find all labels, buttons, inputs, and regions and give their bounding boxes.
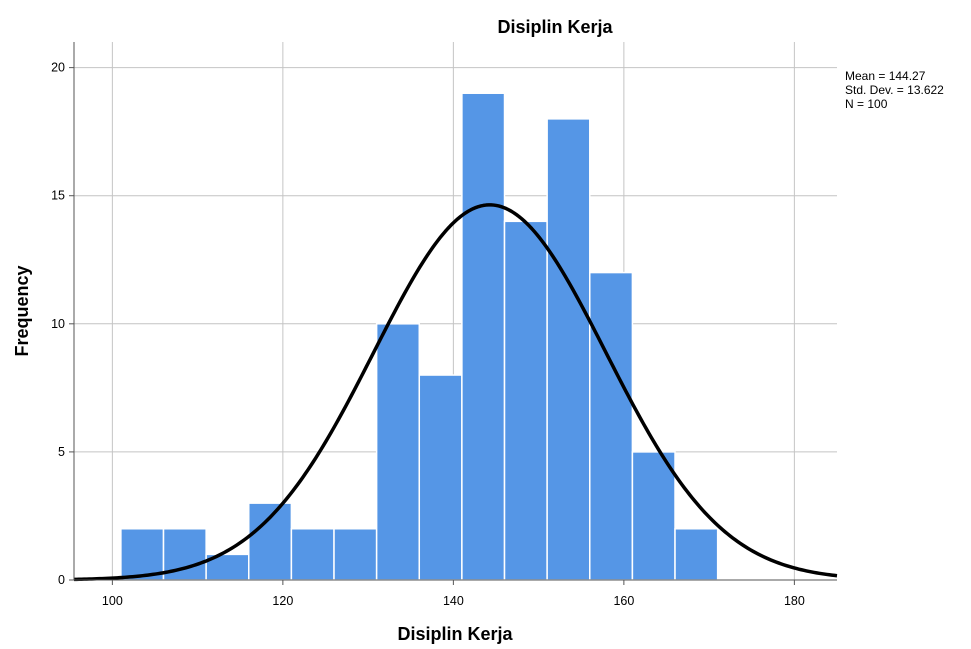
normal-curve-group <box>73 203 838 582</box>
y-tick-label: 15 <box>51 189 65 203</box>
histogram-bar <box>418 374 463 581</box>
y-axis-label: Frequency <box>12 265 32 356</box>
histogram-bar <box>290 528 335 581</box>
axes <box>69 42 837 585</box>
stat-std-dev: Std. Dev. = 13.622 <box>845 83 944 97</box>
histogram-bar <box>333 528 378 581</box>
statistics-box: Mean = 144.27 Std. Dev. = 13.622 N = 100 <box>845 69 944 111</box>
x-tick-label: 120 <box>272 594 293 608</box>
x-axis-label: Disiplin Kerja <box>397 624 513 644</box>
tick-labels: 0 5 10 15 20 100 120 140 160 180 <box>51 61 805 608</box>
histogram-bar <box>631 451 676 581</box>
y-tick-label: 10 <box>51 317 65 331</box>
x-tick-label: 140 <box>443 594 464 608</box>
chart-title: Disiplin Kerja <box>497 17 613 37</box>
histogram-bar <box>375 323 421 581</box>
histogram-bar <box>546 118 591 581</box>
x-tick-label: 100 <box>102 594 123 608</box>
x-tick-label: 160 <box>613 594 634 608</box>
stat-mean: Mean = 144.27 <box>845 69 926 83</box>
y-tick-label: 0 <box>58 573 65 587</box>
histogram-bar <box>503 220 548 581</box>
stat-n: N = 100 <box>845 97 888 111</box>
histogram-bars <box>120 92 719 581</box>
normal-curve <box>73 203 838 582</box>
histogram-bar <box>461 92 506 581</box>
histogram-bar <box>248 502 293 581</box>
y-tick-label: 5 <box>58 445 65 459</box>
x-tick-label: 180 <box>784 594 805 608</box>
histogram-bar <box>589 271 634 581</box>
y-tick-label: 20 <box>51 61 65 75</box>
histogram-bar <box>674 528 719 581</box>
